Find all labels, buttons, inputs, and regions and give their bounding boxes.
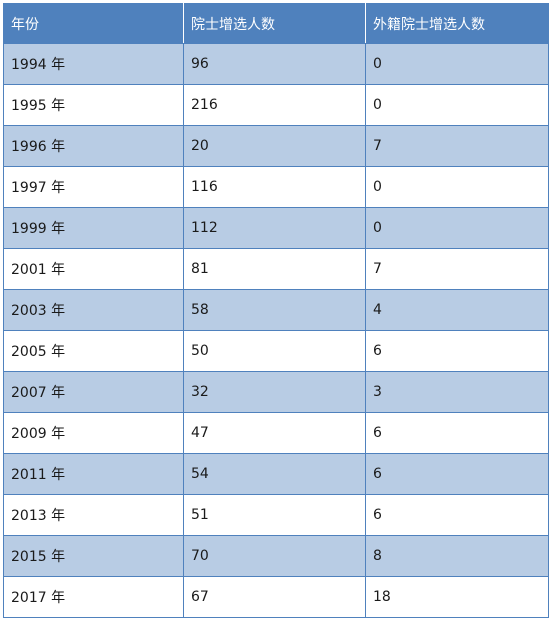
cell-year: 1994 年 bbox=[3, 43, 184, 85]
cell-academician-count: 112 bbox=[183, 207, 366, 249]
table-row: 2009 年 47 6 bbox=[3, 412, 549, 454]
cell-year: 1995 年 bbox=[3, 84, 184, 126]
cell-foreign-count: 4 bbox=[365, 289, 549, 331]
cell-year: 1996 年 bbox=[3, 125, 184, 167]
header-year: 年份 bbox=[3, 3, 184, 44]
table-row: 2015 年 70 8 bbox=[3, 535, 549, 577]
cell-foreign-count: 6 bbox=[365, 412, 549, 454]
cell-academician-count: 51 bbox=[183, 494, 366, 536]
table-row: 2017 年 67 18 bbox=[3, 576, 549, 618]
academician-election-table: 年份 院士增选人数 外籍院士增选人数 1994 年 96 0 1995 年 21… bbox=[3, 3, 549, 618]
cell-year: 2001 年 bbox=[3, 248, 184, 290]
cell-academician-count: 81 bbox=[183, 248, 366, 290]
cell-year: 2011 年 bbox=[3, 453, 184, 495]
table-body: 1994 年 96 0 1995 年 216 0 1996 年 20 7 199… bbox=[3, 43, 549, 618]
cell-foreign-count: 6 bbox=[365, 330, 549, 372]
cell-year: 2015 年 bbox=[3, 535, 184, 577]
cell-academician-count: 116 bbox=[183, 166, 366, 208]
header-row: 年份 院士增选人数 外籍院士增选人数 bbox=[3, 3, 549, 44]
cell-academician-count: 58 bbox=[183, 289, 366, 331]
table-row: 2003 年 58 4 bbox=[3, 289, 549, 331]
cell-year: 2007 年 bbox=[3, 371, 184, 413]
cell-academician-count: 216 bbox=[183, 84, 366, 126]
cell-year: 2017 年 bbox=[3, 576, 184, 618]
table-row: 1995 年 216 0 bbox=[3, 84, 549, 126]
cell-year: 2009 年 bbox=[3, 412, 184, 454]
cell-foreign-count: 7 bbox=[365, 248, 549, 290]
table-row: 2013 年 51 6 bbox=[3, 494, 549, 536]
cell-foreign-count: 0 bbox=[365, 43, 549, 85]
table-row: 2005 年 50 6 bbox=[3, 330, 549, 372]
cell-foreign-count: 7 bbox=[365, 125, 549, 167]
cell-foreign-count: 0 bbox=[365, 207, 549, 249]
cell-foreign-count: 8 bbox=[365, 535, 549, 577]
cell-year: 2005 年 bbox=[3, 330, 184, 372]
table-row: 1994 年 96 0 bbox=[3, 43, 549, 85]
cell-foreign-count: 0 bbox=[365, 84, 549, 126]
table-row: 2011 年 54 6 bbox=[3, 453, 549, 495]
cell-academician-count: 54 bbox=[183, 453, 366, 495]
cell-foreign-count: 6 bbox=[365, 494, 549, 536]
table-row: 2001 年 81 7 bbox=[3, 248, 549, 290]
table-row: 1999 年 112 0 bbox=[3, 207, 549, 249]
cell-academician-count: 20 bbox=[183, 125, 366, 167]
cell-foreign-count: 18 bbox=[365, 576, 549, 618]
header-foreign-academician-count: 外籍院士增选人数 bbox=[365, 3, 549, 44]
academician-election-table-container: 年份 院士增选人数 外籍院士增选人数 1994 年 96 0 1995 年 21… bbox=[3, 3, 549, 618]
cell-year: 1997 年 bbox=[3, 166, 184, 208]
cell-foreign-count: 3 bbox=[365, 371, 549, 413]
cell-year: 2013 年 bbox=[3, 494, 184, 536]
table-row: 1997 年 116 0 bbox=[3, 166, 549, 208]
cell-academician-count: 47 bbox=[183, 412, 366, 454]
cell-academician-count: 70 bbox=[183, 535, 366, 577]
table-row: 1996 年 20 7 bbox=[3, 125, 549, 167]
cell-academician-count: 32 bbox=[183, 371, 366, 413]
cell-year: 1999 年 bbox=[3, 207, 184, 249]
cell-academician-count: 50 bbox=[183, 330, 366, 372]
cell-year: 2003 年 bbox=[3, 289, 184, 331]
cell-foreign-count: 0 bbox=[365, 166, 549, 208]
table-row: 2007 年 32 3 bbox=[3, 371, 549, 413]
header-academician-count: 院士增选人数 bbox=[183, 3, 366, 44]
cell-academician-count: 67 bbox=[183, 576, 366, 618]
cell-academician-count: 96 bbox=[183, 43, 366, 85]
cell-foreign-count: 6 bbox=[365, 453, 549, 495]
table-header: 年份 院士增选人数 外籍院士增选人数 bbox=[3, 3, 549, 44]
